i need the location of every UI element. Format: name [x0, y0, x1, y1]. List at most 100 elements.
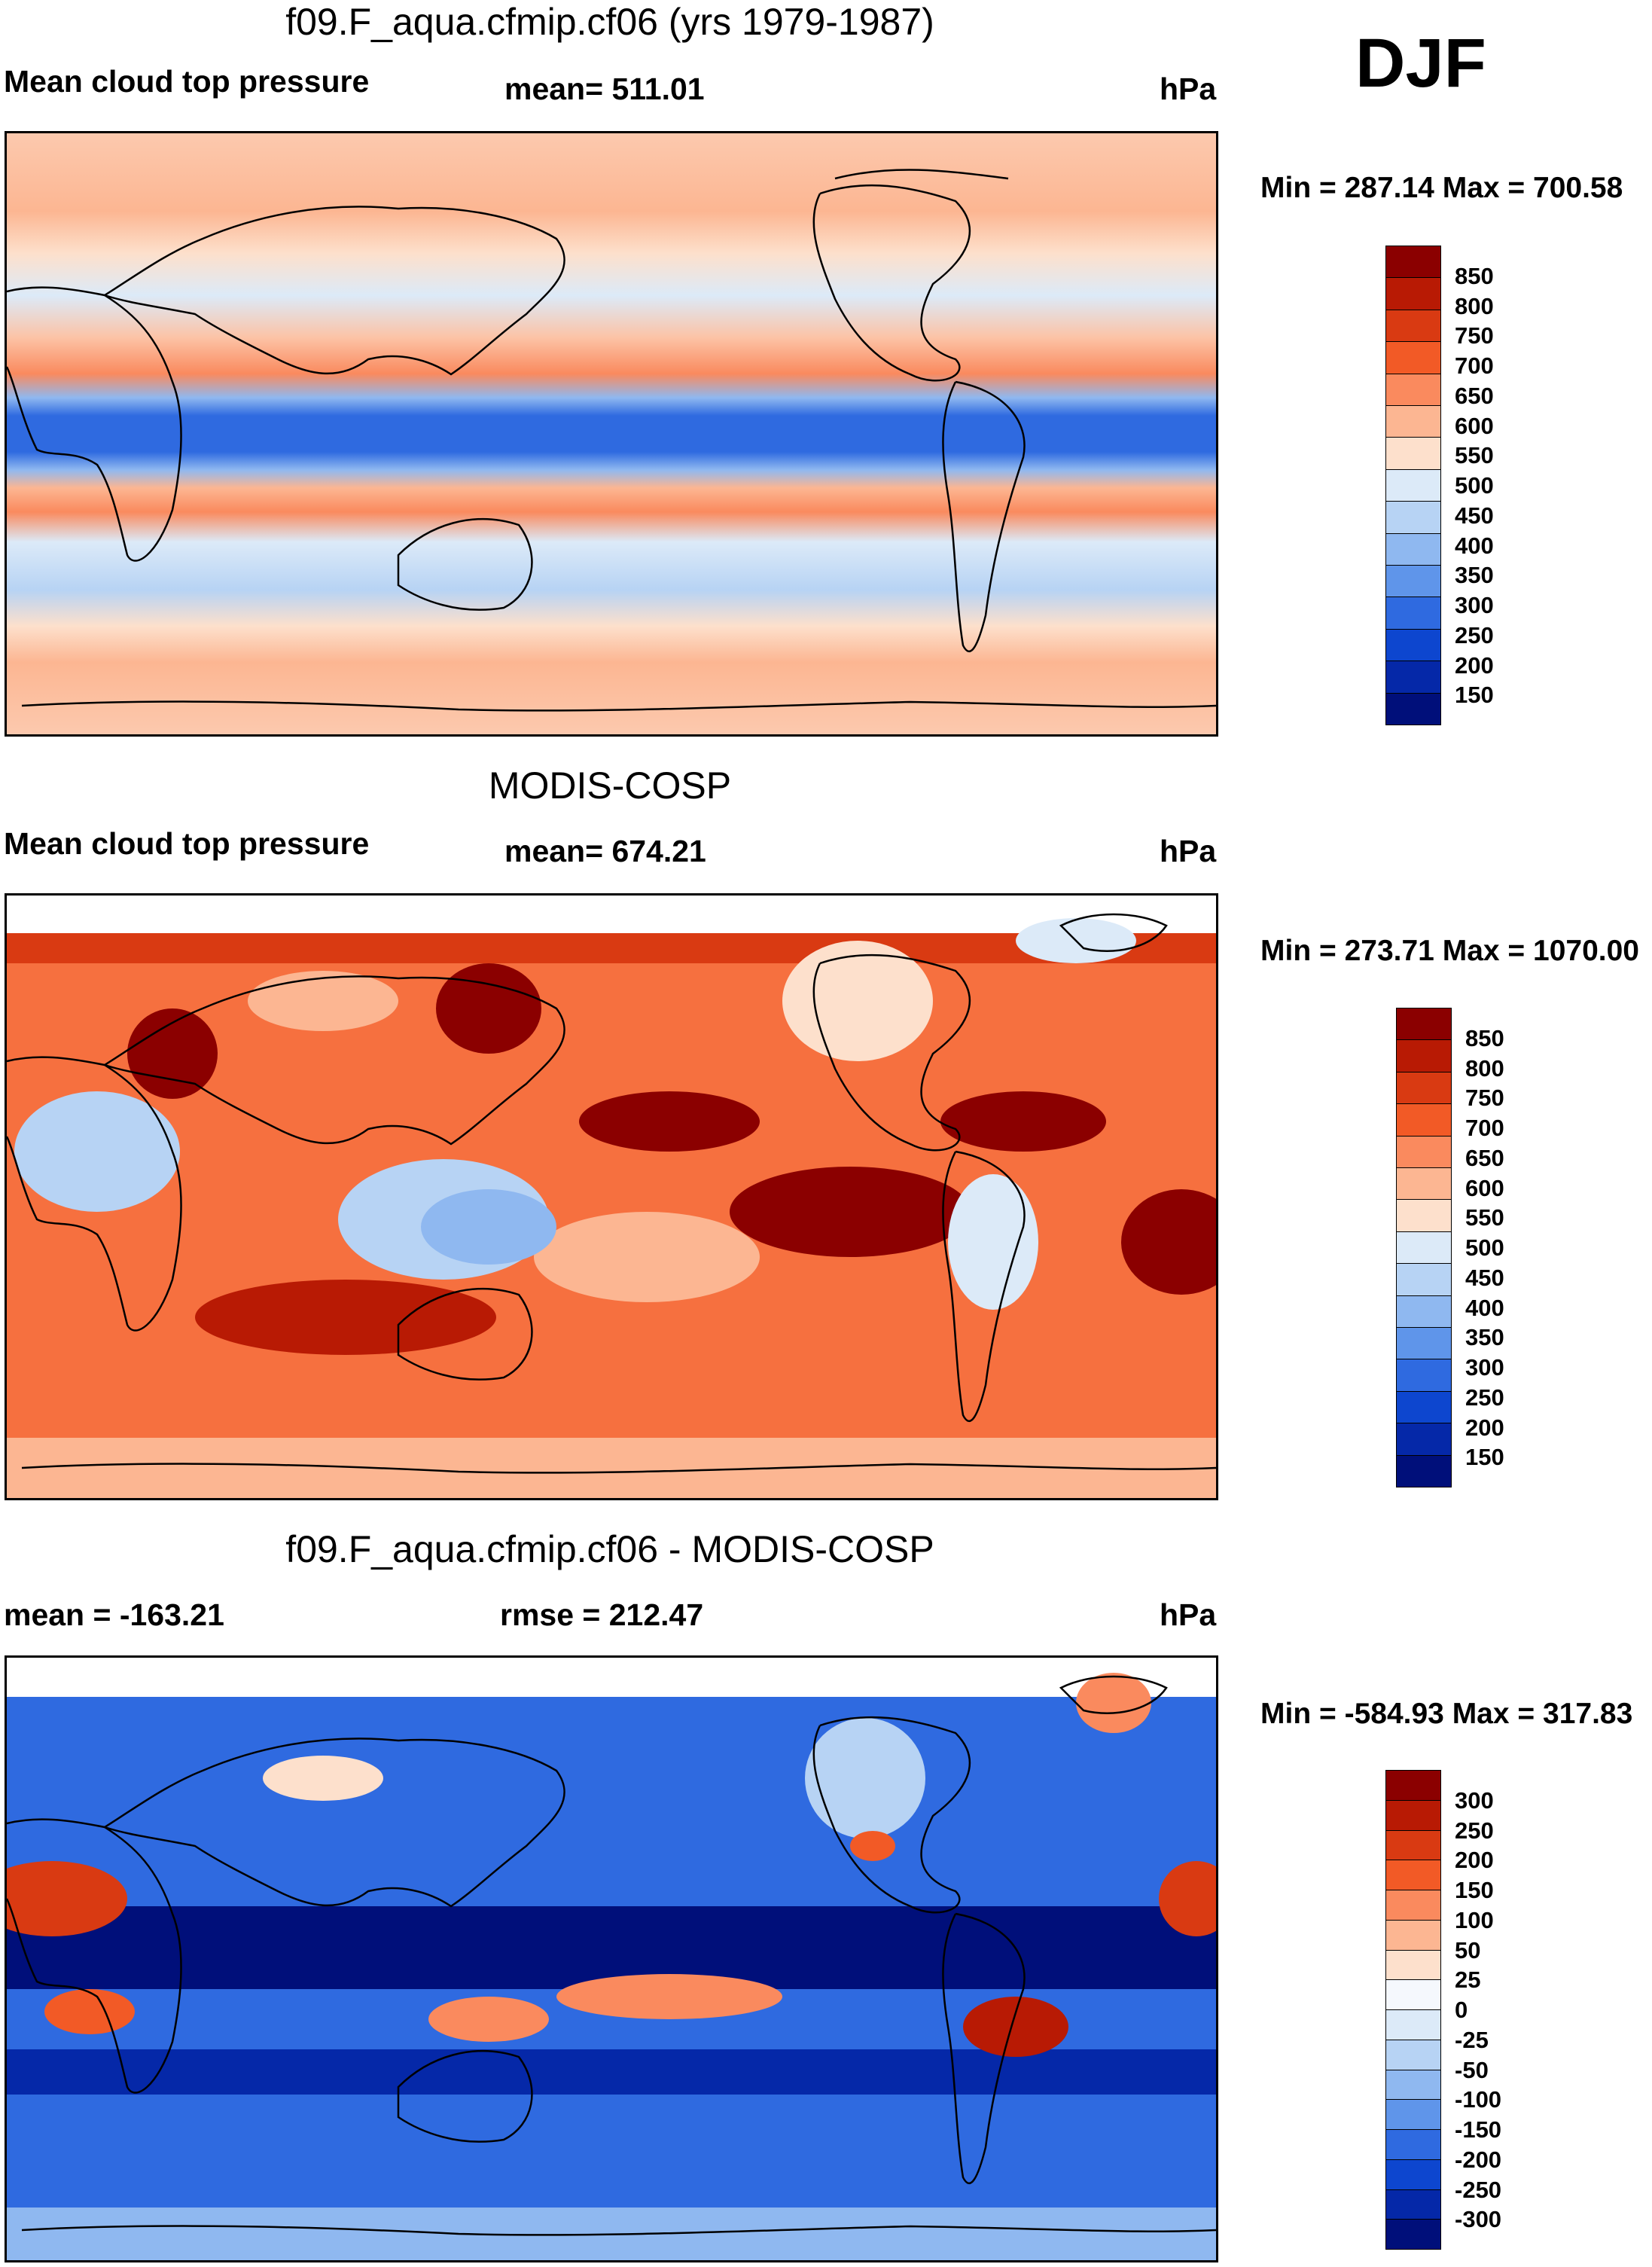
unit-label-model: hPa: [1160, 72, 1217, 106]
season-label: DJF: [1355, 25, 1486, 102]
colorbar-diff: 300 250 200 150 100 50 25 0 -25 -50 -100 -150 -200 -2…: [1385, 1770, 1532, 2250]
colorbar-box: [1385, 2219, 1441, 2250]
panel-title-diff: f09.F_aqua.cfmip.cf06 - MODIS-COSP: [285, 1528, 934, 1570]
mean-label-diff: mean = -163.21: [4, 1597, 224, 1632]
colorbar-label: 250: [1455, 621, 1494, 648]
panel-title-obs: MODIS-COSP: [488, 764, 732, 807]
colorbar-label: -200: [1455, 2146, 1502, 2173]
colorbar-box: [1385, 1919, 1441, 1951]
colorbar-box: [1385, 661, 1441, 694]
colorbar-box: [1385, 309, 1441, 343]
colorbar-box: [1385, 277, 1441, 310]
mean-label-obs: mean= 674.21: [504, 834, 706, 868]
colorbar-label: 850: [1455, 262, 1494, 289]
colorbar-box: [1385, 692, 1441, 725]
colorbar-label: 600: [1465, 1174, 1504, 1201]
colorbar-label: 150: [1455, 682, 1494, 709]
colorbar-label: -50: [1455, 2056, 1489, 2083]
colorbar-box: [1385, 2129, 1441, 2160]
colorbar-label: -300: [1455, 2206, 1502, 2233]
colorbar-label: 800: [1465, 1054, 1504, 1082]
colorbar-box: [1396, 1039, 1452, 1072]
colorbar-box: [1396, 1263, 1452, 1296]
colorbar-box: [1396, 1103, 1452, 1137]
colorbar-label: 250: [1465, 1384, 1504, 1411]
colorbar-label: 200: [1455, 1847, 1494, 1874]
colorbar-box: [1385, 246, 1441, 279]
colorbar-label: 300: [1465, 1354, 1504, 1381]
colorbar-box: [1396, 1231, 1452, 1265]
colorbar-box: [1385, 373, 1441, 406]
colorbar-box: [1385, 1799, 1441, 1831]
colorbar-label: -250: [1455, 2176, 1502, 2203]
colorbar-box: [1385, 2039, 1441, 2070]
colorbar-label: 700: [1465, 1115, 1504, 1141]
colorbar-label: 250: [1455, 1817, 1494, 1844]
unit-label-obs: hPa: [1160, 834, 1217, 868]
coastlines-obs: [7, 913, 1216, 1474]
colorbar-label: 50: [1455, 1936, 1481, 1963]
map-obs-field: [7, 896, 1216, 1498]
rmse-label-diff: rmse = 212.47: [500, 1597, 704, 1632]
colorbar-box: [1385, 437, 1441, 470]
colorbar-box: [1385, 2099, 1441, 2130]
left-label-obs: Mean cloud top pressure: [4, 826, 370, 861]
colorbar-label: 350: [1455, 562, 1494, 589]
colorbar-label: 850: [1465, 1024, 1504, 1051]
colorbar-label: 200: [1465, 1414, 1504, 1441]
left-label-model: Mean cloud top pressure: [4, 64, 370, 99]
colorbar-label: 25: [1455, 1966, 1481, 1994]
colorbar-box: [1385, 405, 1441, 438]
colorbar-box: [1396, 1454, 1452, 1487]
colorbar-label: 800: [1455, 292, 1494, 319]
colorbar-box: [1385, 2069, 1441, 2101]
colorbar-box: [1385, 1770, 1441, 1801]
colorbar-label: 750: [1455, 322, 1494, 349]
colorbar-box: [1396, 1167, 1452, 1201]
coastlines-model: [7, 169, 1216, 712]
colorbar-label: 600: [1455, 412, 1494, 439]
minmax-diff: Min = -584.93 Max = 317.83: [1260, 1698, 1633, 1730]
colorbar-label: 550: [1455, 442, 1494, 469]
map-obs: [5, 893, 1218, 1500]
unit-label-diff: hPa: [1160, 1597, 1217, 1632]
colorbar-box: [1385, 1979, 1441, 2010]
colorbar-label: 100: [1455, 1906, 1494, 1933]
colorbar-box: [1385, 2159, 1441, 2190]
colorbar-box: [1396, 1135, 1452, 1168]
colorbar-label: 0: [1455, 1997, 1468, 2023]
obs-blobs: [7, 918, 1216, 1498]
colorbar-box: [1385, 1949, 1441, 1981]
colorbar-box: [1396, 1295, 1452, 1328]
colorbar-label: 150: [1455, 1877, 1494, 1903]
colorbar-label: -25: [1455, 2026, 1489, 2053]
map-model: [5, 131, 1218, 737]
colorbar-box: [1385, 2009, 1441, 2040]
colorbar-box: [1385, 468, 1441, 502]
mean-label-model: mean= 511.01: [504, 72, 705, 106]
colorbar-label: 450: [1465, 1264, 1504, 1291]
colorbar-label: 750: [1465, 1085, 1504, 1112]
colorbar-box: [1385, 1890, 1441, 1921]
colorbar-box: [1385, 628, 1441, 662]
minmax-model: Min = 287.14 Max = 700.58: [1260, 172, 1623, 204]
minmax-obs: Min = 273.71 Max = 1070.00: [1260, 935, 1640, 967]
colorbar-obs: 850 800 750 700 650 600 550 500 450 400 350 300 250 2…: [1396, 1008, 1542, 1487]
colorbar-box: [1396, 1390, 1452, 1424]
colorbar-box: [1396, 1423, 1452, 1456]
colorbar-box: [1385, 501, 1441, 534]
colorbar-box: [1385, 532, 1441, 566]
colorbar-label: 700: [1455, 352, 1494, 379]
colorbar-box: [1385, 596, 1441, 630]
colorbar-label: -150: [1455, 2116, 1502, 2143]
colorbar-label: 650: [1465, 1144, 1504, 1171]
colorbar-box: [1396, 1327, 1452, 1360]
colorbar-label: 650: [1455, 382, 1494, 409]
colorbar-label: 500: [1465, 1234, 1504, 1261]
colorbar-box: [1396, 1008, 1452, 1041]
colorbar-label: 300: [1455, 1786, 1494, 1814]
colorbar-box: [1385, 1860, 1441, 1890]
map-diff: [5, 1655, 1218, 2262]
colorbar-box: [1396, 1199, 1452, 1232]
colorbar-label: 550: [1465, 1204, 1504, 1231]
